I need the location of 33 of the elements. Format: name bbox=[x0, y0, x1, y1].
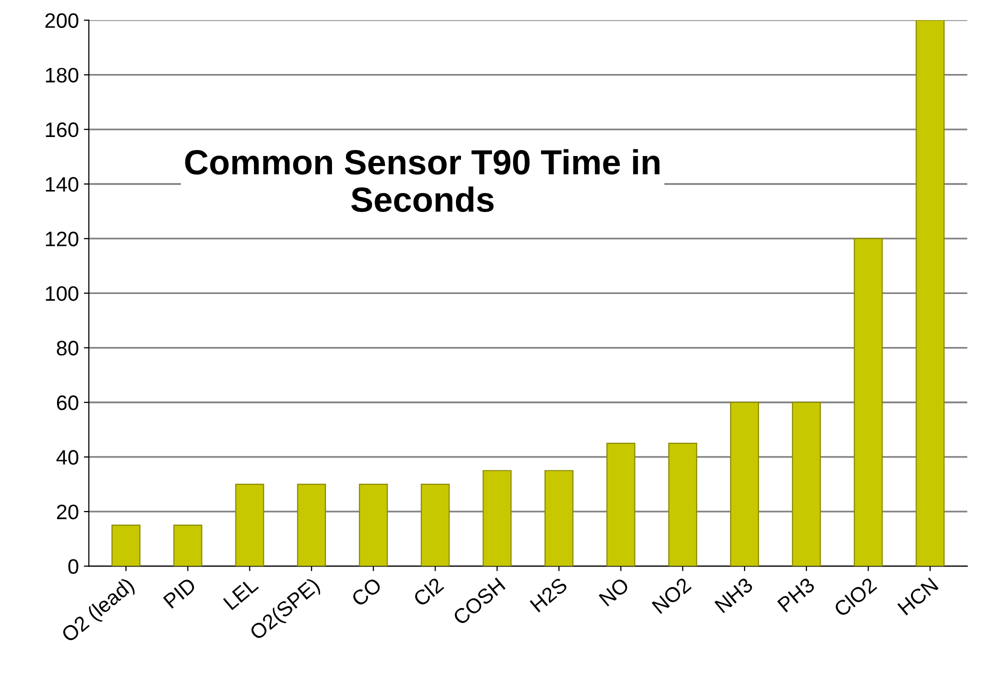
bar bbox=[420, 484, 450, 566]
y-tick-label: 20 bbox=[56, 504, 78, 520]
x-tick-label: NO bbox=[598, 576, 630, 607]
x-tick-label: PID bbox=[163, 577, 197, 609]
bar bbox=[792, 402, 821, 566]
bar bbox=[358, 484, 388, 566]
x-tick-label: PH3 bbox=[777, 576, 816, 613]
y-tick-label: 180 bbox=[46, 68, 78, 83]
bar bbox=[173, 524, 202, 566]
y-tick-label: 0 bbox=[68, 559, 78, 574]
y-tick-label: 120 bbox=[46, 232, 78, 246]
text: Common Sensor T90 Time in Seconds bbox=[185, 149, 660, 212]
x-tick-label: NH3 bbox=[714, 576, 754, 614]
y-tick-label: 60 bbox=[56, 395, 78, 410]
y-tick-label: 160 bbox=[46, 122, 78, 138]
bar bbox=[297, 484, 326, 566]
y-tick-label: 200 bbox=[45, 13, 78, 28]
x-tick-label: Cl2 bbox=[412, 576, 444, 608]
bar bbox=[111, 524, 140, 566]
y-tick-label: 100 bbox=[46, 286, 78, 301]
bar bbox=[730, 402, 760, 566]
bar bbox=[916, 20, 945, 566]
y-tick-label: 140 bbox=[46, 177, 78, 192]
bar bbox=[235, 484, 264, 566]
bar bbox=[544, 470, 574, 566]
x-tick-label: H2S bbox=[530, 576, 568, 613]
y-tick-label: 40 bbox=[56, 450, 78, 465]
bar bbox=[482, 470, 512, 566]
bar bbox=[854, 238, 883, 566]
bar bbox=[668, 442, 698, 566]
y-tick-label: 80 bbox=[56, 340, 78, 356]
bar bbox=[606, 442, 636, 566]
x-tick-label: CO bbox=[350, 576, 382, 608]
